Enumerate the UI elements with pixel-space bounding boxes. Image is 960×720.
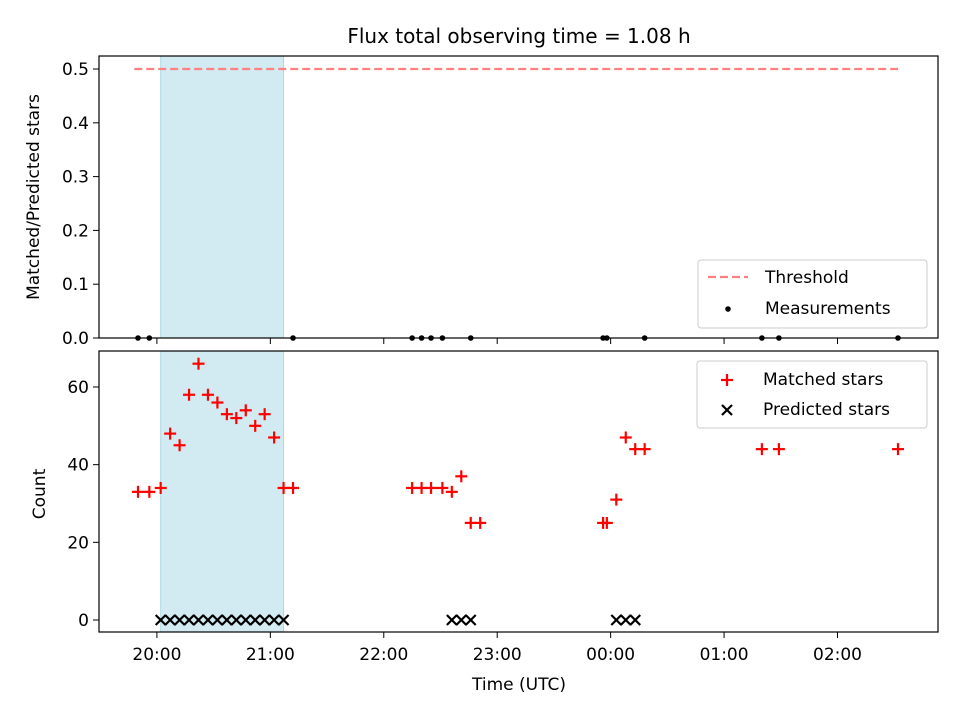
legend-matched-swatch — [721, 374, 733, 386]
matched-star-point — [638, 443, 651, 456]
matched-star-point — [755, 443, 768, 456]
top-shaded-span — [160, 55, 285, 339]
matched-star-point — [474, 516, 487, 529]
matched-star-point — [239, 404, 252, 417]
predicted-star-point — [192, 614, 205, 626]
matched-star-point — [619, 431, 632, 444]
bottom-axes-frame — [98, 350, 939, 633]
predicted-star-point — [258, 614, 271, 626]
predicted-star-point — [221, 614, 233, 626]
matched-star-point — [164, 427, 177, 440]
top-y-axis-label: Matched/Predicted stars — [24, 94, 44, 300]
predicted-star-point — [164, 614, 176, 626]
matched-star-point — [183, 388, 196, 401]
y-tick-label: 0.2 — [62, 221, 89, 241]
predicted-star-point — [211, 614, 224, 626]
bottom-x-axis-label: Time (UTC) — [471, 675, 566, 695]
legend-plus-marker — [721, 374, 733, 386]
predicted-star-point — [183, 614, 195, 626]
predicted-star-point — [619, 614, 632, 626]
matched-star-point — [436, 481, 449, 494]
matched-star-point — [258, 408, 271, 421]
y-tick-label: 0.0 — [62, 329, 89, 349]
matched-star-point — [600, 516, 613, 529]
x-tick-label: 01:00 — [700, 645, 749, 665]
predicted-star-point — [268, 614, 280, 626]
legend-threshold-label: Threshold — [764, 268, 849, 288]
matched-star-point — [154, 481, 167, 494]
legend-measurements-label: Measurements — [765, 299, 891, 319]
predicted-star-point — [230, 614, 243, 626]
x-tick-label: 22:00 — [359, 645, 408, 665]
shaded-span-rect — [160, 350, 285, 633]
matched-star-point — [772, 443, 785, 456]
y-tick-label: 0.3 — [62, 168, 89, 188]
predicted-star-point — [610, 614, 623, 626]
legend-matched-label: Matched stars — [763, 370, 883, 390]
bottom-y-axis: 0 20 40 60 — [67, 378, 99, 631]
top-legend-box — [697, 259, 928, 329]
matched-star-point — [230, 412, 243, 425]
matched-star-point — [143, 485, 156, 498]
predicted-star-point — [629, 614, 641, 626]
matched-star-point — [220, 408, 233, 421]
y-tick-label: 0.5 — [62, 60, 89, 80]
bottom-legend-box — [696, 360, 928, 429]
x-tick-label: 20:00 — [132, 645, 181, 665]
top-axes-frame — [98, 55, 939, 339]
matched-star-point — [268, 431, 281, 444]
matched-star-point — [445, 485, 458, 498]
matched-star-point — [610, 493, 623, 506]
matched-star-point — [201, 388, 214, 401]
y-tick-label: 40 — [67, 456, 89, 476]
x-tick-label: 02:00 — [813, 645, 862, 665]
matched-star-point — [192, 357, 205, 370]
legend-predicted-swatch — [721, 404, 733, 416]
matched-star-point — [892, 443, 904, 456]
x-tick-label: 23:00 — [473, 645, 522, 665]
predicted-star-point — [154, 614, 167, 626]
predicted-star-point — [277, 614, 290, 626]
bottom-plot-area — [132, 357, 904, 626]
matched-star-point — [249, 419, 262, 432]
y-tick-label: 0.1 — [62, 275, 89, 295]
y-tick-label: 20 — [67, 533, 89, 553]
top-panel: 0.0 0.1 0.2 0.3 0.4 0.5 Matched/Predicted sta… — [24, 55, 939, 349]
bottom-shaded-span — [160, 350, 285, 633]
matched-star-point — [211, 396, 224, 409]
bottom-legend: Matched stars Predicted stars — [696, 360, 928, 429]
bottom-y-axis-label: Count — [30, 468, 50, 519]
y-tick-label: 0.4 — [62, 114, 89, 134]
shaded-span-rect — [160, 55, 285, 339]
predicted-star-point — [239, 614, 252, 626]
legend-predicted-label: Predicted stars — [763, 400, 890, 420]
predicted-star-point — [446, 614, 458, 626]
matched-star-point — [132, 485, 144, 498]
x-tick-label: 00:00 — [586, 645, 635, 665]
top-x-axis — [156, 338, 839, 344]
predicted-star-point — [249, 614, 261, 626]
predicted-star-point — [455, 614, 468, 626]
predicted-star-point — [202, 614, 214, 626]
figure-title: Flux total observing time = 1.08 h — [347, 24, 690, 48]
top-legend: Threshold Measurements — [697, 259, 928, 329]
matched-star-point — [287, 481, 300, 494]
bottom-panel: 0 20 40 60 20:00 21:00 22:00 23:00 00:00 01:00 02… — [30, 350, 939, 695]
legend-x-marker — [721, 404, 733, 416]
predicted-star-point — [464, 614, 477, 626]
legend-measurements-swatch — [725, 306, 731, 312]
y-tick-label: 60 — [67, 378, 89, 398]
predicted-star-point — [173, 614, 186, 626]
top-y-axis: 0.0 0.1 0.2 0.3 0.4 0.5 — [62, 60, 99, 349]
matched-star-point — [455, 470, 468, 483]
bottom-x-axis: 20:00 21:00 22:00 23:00 00:00 01:00 02:00 — [132, 632, 862, 665]
x-tick-label: 21:00 — [246, 645, 295, 665]
y-tick-label: 0 — [78, 611, 89, 631]
matched-star-point — [173, 439, 186, 452]
matched-star-point — [425, 481, 438, 494]
